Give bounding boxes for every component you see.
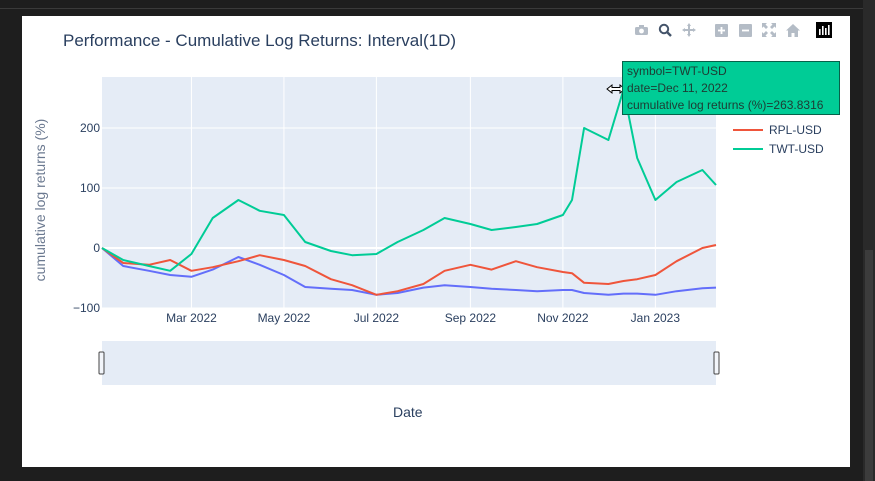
legend-label-rpl: RPL-USD bbox=[769, 122, 822, 137]
range-slider bbox=[102, 341, 716, 385]
legend-label-twt: TWT-USD bbox=[769, 141, 824, 156]
zoom-in-icon[interactable] bbox=[712, 21, 730, 39]
legend-item-rpl[interactable]: RPL-USD bbox=[733, 120, 824, 139]
series-line-rpl bbox=[101, 244, 717, 296]
tooltip-symbol: symbol=TWT-USD bbox=[627, 64, 727, 78]
window-edge-top bbox=[0, 8, 875, 9]
y-tick-label: −100 bbox=[73, 301, 100, 315]
autoscale-icon[interactable] bbox=[760, 21, 778, 39]
pan-icon[interactable] bbox=[680, 21, 698, 39]
y-axis-label: cumulative log returns (%) bbox=[32, 118, 48, 282]
legend: RPL-USD TWT-USD bbox=[733, 120, 824, 158]
x-tick-label: Mar 2022 bbox=[166, 311, 217, 325]
x-axis-label: Date bbox=[393, 404, 423, 420]
y-tick-label: 0 bbox=[93, 241, 100, 255]
legend-swatch-rpl bbox=[733, 128, 763, 131]
legend-swatch-twt bbox=[733, 147, 763, 150]
x-tick-label: Nov 2022 bbox=[537, 311, 589, 325]
scrollbar-thumb[interactable] bbox=[865, 250, 873, 481]
legend-item-twt[interactable]: TWT-USD bbox=[733, 139, 824, 158]
scrollbar[interactable] bbox=[863, 0, 875, 481]
series-line-third bbox=[101, 247, 717, 296]
chart-title: Performance - Cumulative Log Returns: In… bbox=[63, 31, 457, 50]
tooltip-date: date=Dec 11, 2022 bbox=[627, 81, 728, 95]
zoom-icon[interactable] bbox=[656, 21, 674, 39]
y-tick-label: 200 bbox=[80, 121, 100, 135]
plotly-logo-icon[interactable] bbox=[816, 22, 832, 38]
y-tick-label: 100 bbox=[80, 181, 100, 195]
x-tick-label: May 2022 bbox=[258, 311, 311, 325]
range-slider-handle-left bbox=[98, 351, 105, 375]
x-tick-label: Jul 2022 bbox=[354, 311, 400, 325]
reset-axes-icon[interactable] bbox=[784, 21, 802, 39]
camera-icon[interactable] bbox=[632, 21, 650, 39]
tooltip-value: cumulative log returns (%)=263.8316 bbox=[627, 98, 824, 112]
range-slider-handle-right bbox=[713, 351, 720, 375]
zoom-out-icon[interactable] bbox=[736, 21, 754, 39]
x-tick-label: Jan 2023 bbox=[631, 311, 681, 325]
hover-tooltip: symbol=TWT-USD date=Dec 11, 2022 cumulat… bbox=[622, 61, 840, 115]
modebar bbox=[632, 19, 832, 41]
x-tick-label: Sep 2022 bbox=[445, 311, 497, 325]
